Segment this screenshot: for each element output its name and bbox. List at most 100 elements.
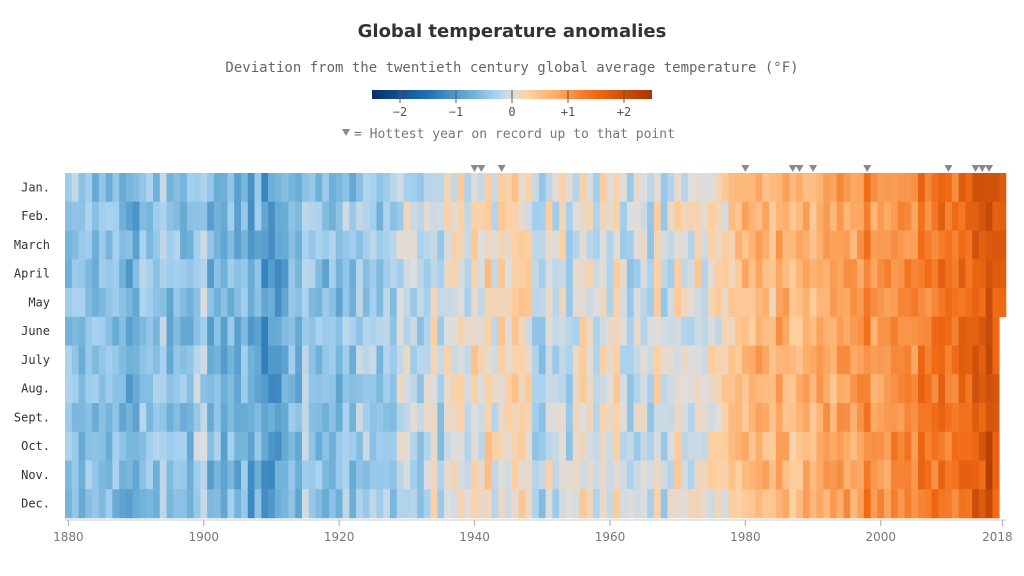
heatmap-cell: [809, 489, 817, 519]
heatmap-cell: [241, 460, 249, 490]
heatmap-cell: [213, 489, 222, 519]
heatmap-cell: [857, 431, 865, 461]
heatmap-cell: [301, 230, 310, 260]
heatmap-cell: [274, 259, 282, 289]
heatmap-cell: [593, 288, 601, 318]
heatmap-cell: [972, 374, 980, 404]
heatmap-cell: [681, 431, 689, 461]
heatmap-cell: [633, 316, 641, 346]
x-axis-tick-label: 1960: [595, 530, 626, 544]
heatmap-cell: [153, 259, 161, 289]
heatmap-cell: [708, 230, 716, 260]
heatmap-cell: [349, 173, 357, 203]
heatmap-cell: [444, 403, 452, 433]
heatmap-cell: [92, 431, 100, 461]
heatmap-cell: [823, 403, 831, 433]
heatmap-cell: [71, 230, 79, 260]
heatmap-cell: [660, 316, 668, 346]
heatmap-cell: [674, 259, 682, 289]
heatmap-cell: [714, 288, 722, 318]
heatmap-cell: [268, 259, 276, 289]
heatmap-cell: [98, 403, 106, 433]
heatmap-cell: [65, 201, 73, 231]
heatmap-cell: [606, 259, 614, 289]
heatmap-cell: [457, 230, 465, 260]
heatmap-cell: [687, 460, 695, 490]
heatmap-cell: [241, 431, 249, 461]
heatmap-cell: [667, 403, 675, 433]
heatmap-cell: [951, 431, 959, 461]
heatmap-cell: [802, 259, 810, 289]
heatmap-cell: [972, 173, 980, 203]
heatmap-cell: [884, 201, 892, 231]
heatmap-cell: [491, 345, 499, 375]
heatmap-cell: [931, 431, 939, 461]
heatmap-cell: [85, 230, 93, 260]
heatmap-cell: [457, 259, 465, 289]
heatmap-cell: [329, 374, 337, 404]
heatmap-cell: [403, 460, 411, 490]
heatmap-cell: [809, 259, 817, 289]
heatmap-cell: [938, 259, 946, 289]
heatmap-cell: [572, 316, 580, 346]
heatmap-cell: [329, 316, 337, 346]
heatmap-cell: [159, 489, 167, 519]
heatmap-cell: [220, 201, 228, 231]
heatmap-cell: [823, 489, 831, 519]
heatmap-cell: [924, 431, 932, 461]
heatmap-cell: [491, 460, 499, 490]
heatmap-cell: [945, 201, 953, 231]
heatmap-cell: [647, 374, 655, 404]
heatmap-cell: [579, 230, 587, 260]
heatmap-cell: [132, 403, 140, 433]
heatmap-cell: [552, 403, 560, 433]
heatmap-cell: [931, 230, 939, 260]
heatmap-cell: [626, 374, 634, 404]
heatmap-cell: [207, 460, 215, 490]
heatmap-cell: [511, 374, 519, 404]
heatmap-cell: [71, 460, 79, 490]
heatmap-cell: [105, 374, 113, 404]
heatmap-cell: [200, 173, 208, 203]
heatmap-cell: [396, 460, 404, 490]
heatmap-cell: [965, 288, 973, 318]
heatmap-cell: [762, 259, 770, 289]
heatmap-cell: [850, 316, 858, 346]
heatmap-cell: [829, 489, 838, 519]
heatmap-cell: [78, 431, 86, 461]
heatmap-cell: [917, 489, 926, 519]
heatmap-cell: [139, 403, 147, 433]
heatmap-cell: [389, 201, 398, 231]
heatmap-cell: [349, 403, 357, 433]
heatmap-cell: [674, 316, 682, 346]
heatmap-cell: [741, 374, 750, 404]
heatmap-cell: [511, 489, 519, 519]
heatmap-cell: [728, 431, 736, 461]
heatmap-cell: [166, 173, 174, 203]
heatmap-cell: [491, 288, 499, 318]
heatmap-cell: [193, 460, 201, 490]
heatmap-cell: [403, 374, 411, 404]
heatmap-cell: [301, 201, 310, 231]
heatmap-cell: [958, 403, 966, 433]
heatmap-cell: [714, 173, 722, 203]
heatmap-cell: [268, 431, 276, 461]
heatmap-cell: [782, 316, 790, 346]
heatmap-cell: [748, 431, 756, 461]
heatmap-cell: [829, 431, 838, 461]
heatmap-cell: [92, 230, 100, 260]
heatmap-cell: [593, 460, 601, 490]
heatmap-cell: [200, 230, 208, 260]
heatmap-cell: [505, 201, 513, 231]
heatmap-cell: [850, 230, 858, 260]
heatmap-cell: [342, 230, 350, 260]
heatmap-cell: [904, 173, 912, 203]
heatmap-cell: [985, 489, 993, 519]
heatmap-cell: [166, 259, 174, 289]
x-axis-tick-label: 1940: [459, 530, 490, 544]
heatmap-cell: [775, 403, 783, 433]
heatmap-cell: [890, 230, 898, 260]
heatmap-cell: [383, 230, 391, 260]
heatmap-cell: [342, 345, 350, 375]
heatmap-cell: [525, 173, 533, 203]
